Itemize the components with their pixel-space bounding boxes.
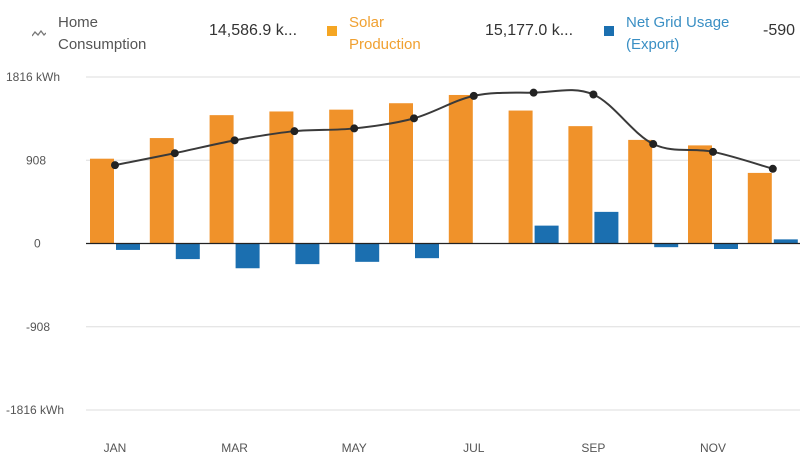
x-tick-label: NOV xyxy=(700,441,726,455)
y-tick-label: 1816 kWh xyxy=(6,70,60,84)
solar-bar-mar xyxy=(209,115,234,244)
x-tick-label: SEP xyxy=(581,441,605,455)
legend-grid-value: -590 xyxy=(763,22,796,39)
grid-bar-jun xyxy=(415,243,439,259)
legend-solar-value: 15,177.0 k... xyxy=(485,22,574,39)
solar-bar-dec xyxy=(747,172,772,244)
x-tick-label: MAR xyxy=(221,441,248,455)
legend-solar-production[interactable]: Solar Production xyxy=(327,12,421,56)
solar-bar-may xyxy=(329,109,354,244)
home-point-feb xyxy=(170,149,179,158)
legend-grid-label-line1: Net Grid Usage xyxy=(626,14,730,31)
legend-grid-label: Net Grid Usage (Export) xyxy=(626,12,729,56)
solar-bar-aug xyxy=(508,110,533,244)
grid-bar-oct xyxy=(654,243,679,248)
legend-net-grid-usage[interactable]: Net Grid Usage (Export) xyxy=(604,12,729,56)
chart-legend: Home Consumption 14,586.9 k... Solar Pro… xyxy=(0,0,800,62)
solar-bar-jan xyxy=(90,158,114,244)
home-point-jan xyxy=(111,161,119,170)
home-point-dec xyxy=(768,164,777,173)
legend-solar-label-line2: Production xyxy=(349,36,421,53)
home-point-jul xyxy=(469,91,478,100)
x-tick-label: JAN xyxy=(104,441,127,455)
home-point-mar xyxy=(230,136,239,145)
line-series-icon xyxy=(32,30,46,37)
home-point-sep xyxy=(589,90,598,99)
x-tick-label: MAY xyxy=(342,441,367,455)
solar-bar-jul xyxy=(448,94,473,244)
grid-swatch-icon xyxy=(604,26,614,36)
grid-bar-may xyxy=(355,243,380,262)
home-point-aug xyxy=(529,88,538,97)
grid-bar-nov xyxy=(714,243,738,250)
solar-swatch-icon xyxy=(327,26,337,36)
solar-bar-nov xyxy=(688,145,712,244)
home-point-apr xyxy=(290,127,299,136)
legend-home-value: 14,586.9 k... xyxy=(209,22,298,39)
grid-bar-apr xyxy=(295,243,320,265)
y-tick-label: 908 xyxy=(26,153,46,167)
solar-bar-jun xyxy=(389,103,413,244)
legend-home-label-line1: Home xyxy=(58,14,99,31)
solar-bar-sep xyxy=(568,126,593,244)
y-tick-label: 0 xyxy=(34,237,41,251)
legend-home-consumption[interactable]: Home Consumption xyxy=(32,12,146,56)
solar-bar-oct xyxy=(628,139,653,244)
legend-solar-label: Solar Production xyxy=(349,12,421,56)
x-tick-label: JUL xyxy=(463,441,485,455)
grid-bar-mar xyxy=(235,243,260,269)
legend-solar-label-line1: Solar xyxy=(349,14,385,31)
y-tick-label: -908 xyxy=(26,320,50,334)
grid-bar-feb xyxy=(175,243,200,260)
home-point-jun xyxy=(410,114,418,123)
home-point-oct xyxy=(649,140,658,149)
grid-bar-jan xyxy=(116,243,140,250)
home-point-may xyxy=(350,124,359,133)
y-tick-label: -1816 kWh xyxy=(6,403,64,417)
legend-grid-label-line2: (Export) xyxy=(626,36,680,53)
home-point-nov xyxy=(709,147,717,156)
grid-bar-sep xyxy=(594,211,619,244)
legend-home-label: Home Consumption xyxy=(58,12,146,56)
grid-bar-dec xyxy=(773,239,798,244)
legend-home-label-line2: Consumption xyxy=(58,36,147,53)
grid-bar-aug xyxy=(534,225,559,244)
